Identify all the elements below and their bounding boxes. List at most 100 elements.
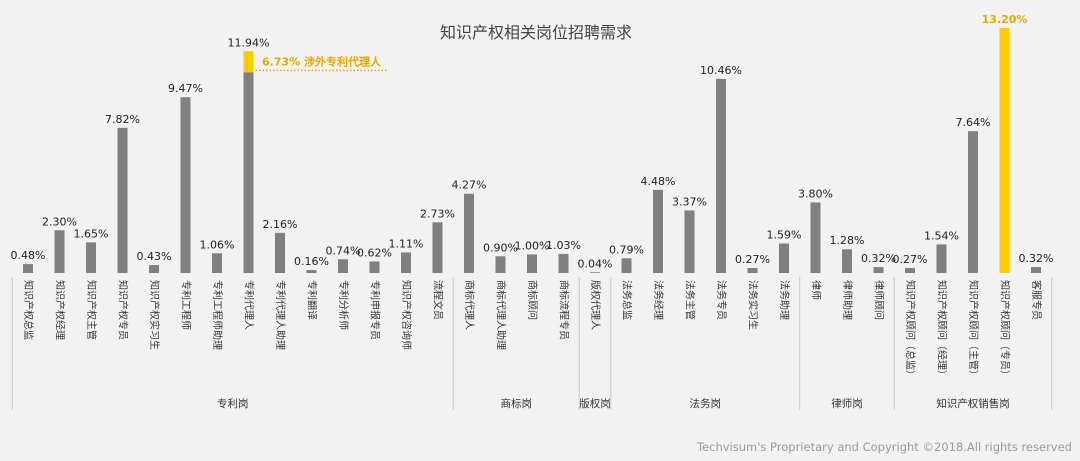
bar-value-label: 0.62% <box>357 246 392 259</box>
category-label: 知识产权实习生 <box>148 280 161 350</box>
bar <box>54 230 65 273</box>
bar-value-label: 0.74% <box>326 244 361 257</box>
bar <box>275 232 285 273</box>
value-labels-layer: 0.48% 2.30%1.65% 7.82% 0.43% 9.47% 1.06% 11.94… <box>11 13 1054 270</box>
bar-value-label: 2.16% <box>263 218 298 231</box>
category-label: 知识产权顾问（主管） <box>967 280 980 380</box>
category-label: 知识产权顾问（总监） <box>904 280 917 380</box>
category-labels-layer: 知识产权总监 知识产权经理 知识产权主管 知识产权专员 知识产权实习生 专利工程师 专利工程… <box>22 280 1043 380</box>
bar <box>968 131 978 273</box>
bar <box>180 97 191 273</box>
group-label: 法务岗 <box>690 397 722 410</box>
bar <box>432 222 443 273</box>
bar-value-label: 2.73% <box>420 207 455 220</box>
bar <box>716 78 726 273</box>
group-label: 版权岗 <box>579 397 611 410</box>
bar <box>684 210 695 273</box>
bar-value-label: 13.20% <box>982 13 1028 26</box>
bar <box>23 264 33 273</box>
bar-value-label: 1.59% <box>767 228 802 241</box>
bar <box>653 189 663 273</box>
bar-value-label: 0.79% <box>609 243 644 256</box>
bar <box>527 254 537 273</box>
callout-layer: 6.73% 涉外专利代理人 <box>243 51 388 73</box>
group-label: 商标岗 <box>501 397 533 410</box>
bar <box>212 253 222 273</box>
bar <box>590 272 600 273</box>
bar-value-label: 7.64% <box>956 116 991 129</box>
bar-value-label: 4.48% <box>641 175 676 188</box>
bar-value-label: 0.04% <box>578 257 613 270</box>
category-label: 法务经理 <box>652 280 665 320</box>
bar-value-label: 1.11% <box>389 237 424 250</box>
category-label: 专利代理人助理 <box>274 280 287 350</box>
bar-value-label: 0.43% <box>137 250 172 263</box>
bar <box>243 51 254 273</box>
stacked-segment-bar <box>243 51 254 73</box>
bar-value-label: 0.48% <box>11 249 46 262</box>
bar-value-label: 0.27% <box>893 253 928 266</box>
bar-value-label: 1.54% <box>924 229 959 242</box>
bar <box>401 252 411 273</box>
bar <box>779 243 789 273</box>
category-label: 专利分析师 <box>337 280 350 330</box>
bar <box>464 193 474 273</box>
bar <box>621 258 632 273</box>
bar <box>747 267 758 273</box>
bar-value-label: 1.06% <box>200 238 235 251</box>
category-label: 商标顾问 <box>526 280 539 320</box>
bar <box>369 261 380 273</box>
copyright-text: Techvisum's Proprietary and Copyright ©2… <box>696 440 1072 454</box>
bar-value-label: 0.27% <box>735 253 770 266</box>
group-label: 律师岗 <box>831 397 863 410</box>
bar-value-label: 0.16% <box>294 255 329 268</box>
category-label: 法务专员 <box>715 280 728 320</box>
bar-value-label: 1.28% <box>830 234 865 247</box>
category-label: 专利工程师 <box>180 280 193 330</box>
category-label: 法务实习生 <box>747 280 760 330</box>
bar <box>873 267 884 273</box>
bar-value-label: 2.30% <box>42 215 77 228</box>
category-label: 专利申报专员 <box>369 280 382 340</box>
bar <box>86 242 96 273</box>
category-label: 知识产权总监 <box>22 280 35 340</box>
stacked-segment-label: 6.73% 涉外专利代理人 <box>262 54 382 68</box>
group-separators-layer: 专利岗 商标岗 版权岗 法务岗 律师岗 知识产权销售岗 <box>11 277 1053 410</box>
bar-value-label: 0.90% <box>483 241 518 254</box>
bar <box>558 253 569 273</box>
bar-value-label: 0.32% <box>1019 252 1054 265</box>
bar <box>338 259 348 273</box>
category-label: 知识产权顾问（经理） <box>936 280 949 380</box>
bar-value-label: 1.65% <box>74 227 109 240</box>
bar <box>999 28 1010 273</box>
category-label: 法务助理 <box>778 280 791 320</box>
category-label: 商标流程专员 <box>558 280 571 340</box>
category-label: 法务主管 <box>684 280 697 320</box>
category-label: 版权代理人 <box>589 280 602 330</box>
bar <box>495 256 506 273</box>
category-label: 知识产权主管 <box>85 280 98 340</box>
bar <box>306 270 317 273</box>
category-label: 专利工程师助理 <box>211 280 224 350</box>
bar-value-label: 0.32% <box>861 252 896 265</box>
category-label: 专利代理人 <box>243 280 256 330</box>
bar-value-label: 3.80% <box>798 187 833 200</box>
bar <box>905 267 915 273</box>
bar <box>936 244 947 273</box>
bar-value-label: 1.03% <box>546 239 581 252</box>
bar-value-label: 3.37% <box>672 195 707 208</box>
category-label: 商标代理人助理 <box>495 280 508 350</box>
category-label: 知识产权咨询师 <box>400 280 413 350</box>
bar-value-label: 9.47% <box>168 82 203 95</box>
category-label: 法务总监 <box>621 280 634 320</box>
category-label: 流程文员 <box>432 280 445 320</box>
category-label: 律师顾问 <box>873 280 886 320</box>
category-label: 知识产权顾问（专员） <box>999 280 1012 380</box>
bar-value-label: 7.82% <box>105 113 140 126</box>
bar <box>117 127 128 273</box>
bar <box>810 202 821 273</box>
bar <box>842 249 852 273</box>
category-label: 客服专员 <box>1030 280 1043 320</box>
category-label: 商标代理人 <box>463 280 476 330</box>
